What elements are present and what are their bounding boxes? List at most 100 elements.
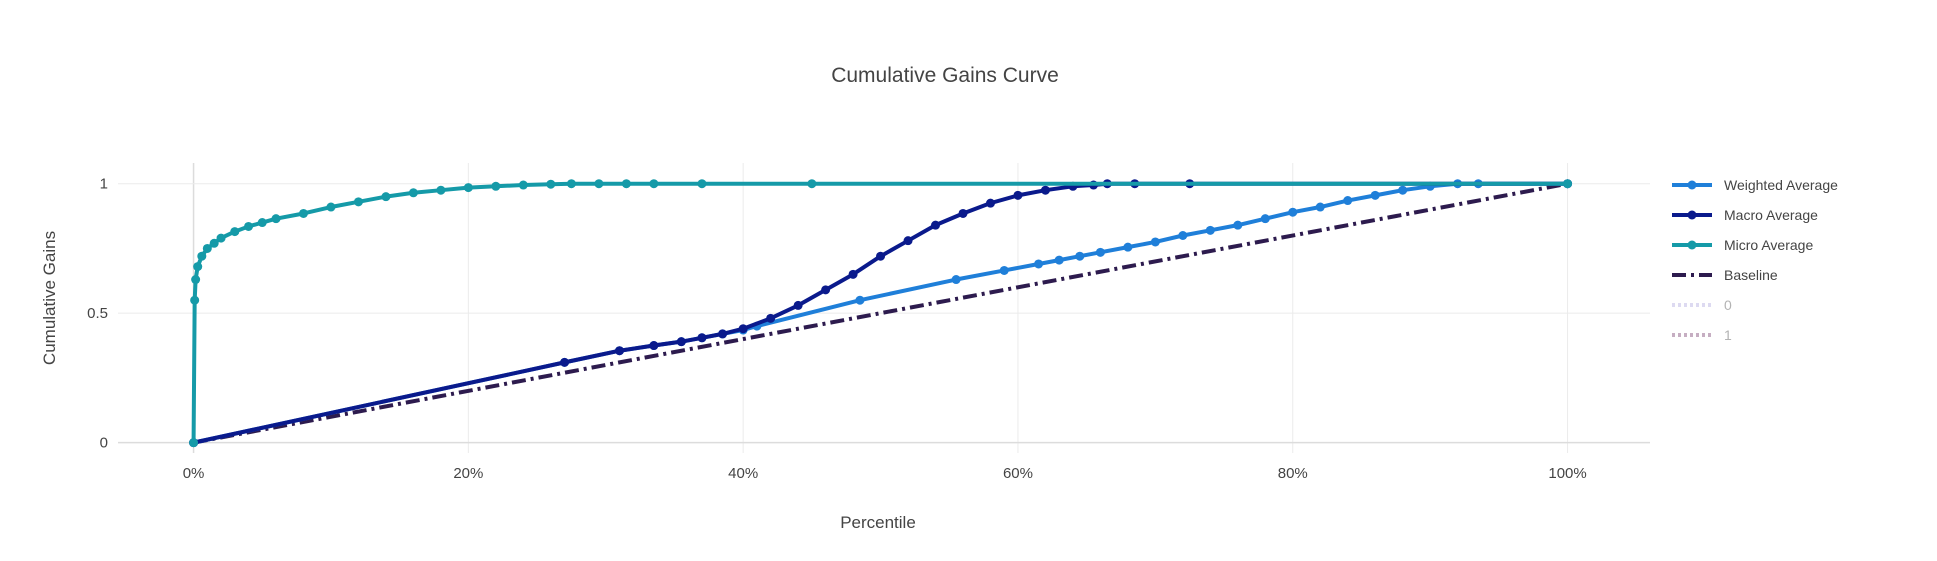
data-point-micro-average[interactable] bbox=[193, 262, 203, 272]
legend-item-1[interactable]: 1 bbox=[1672, 327, 1732, 343]
legend-label: Baseline bbox=[1724, 267, 1778, 283]
legend-marker bbox=[1687, 210, 1697, 220]
data-point-weighted-average[interactable] bbox=[1315, 202, 1325, 212]
plot-area bbox=[189, 179, 1573, 448]
legend: Weighted Average Macro Average Micro Avera… bbox=[1672, 177, 1838, 343]
data-point-micro-average[interactable] bbox=[197, 251, 207, 261]
data-point-weighted-average[interactable] bbox=[1095, 247, 1105, 257]
series-baseline bbox=[193, 181, 1568, 445]
data-point-micro-average[interactable] bbox=[271, 214, 281, 224]
data-point-macro-average[interactable] bbox=[766, 313, 776, 323]
legend-label: Weighted Average bbox=[1724, 177, 1838, 193]
legend-label: 1 bbox=[1724, 327, 1732, 343]
x-tick-label: 0% bbox=[183, 465, 205, 482]
y-tick-label: 0.5 bbox=[87, 305, 108, 322]
data-point-weighted-average[interactable] bbox=[1233, 220, 1243, 230]
data-point-micro-average[interactable] bbox=[566, 179, 576, 189]
data-point-macro-average[interactable] bbox=[793, 300, 803, 310]
data-point-micro-average[interactable] bbox=[518, 180, 528, 190]
legend-label: Macro Average bbox=[1724, 207, 1818, 223]
legend-item-0[interactable]: 0 bbox=[1672, 297, 1732, 313]
data-point-macro-average[interactable] bbox=[958, 208, 968, 218]
legend-label: 0 bbox=[1724, 297, 1732, 313]
data-point-micro-average[interactable] bbox=[244, 221, 254, 231]
data-point-micro-average[interactable] bbox=[257, 218, 267, 228]
y-tick-label: 1 bbox=[100, 176, 108, 193]
data-point-macro-average[interactable] bbox=[1013, 190, 1023, 200]
data-point-micro-average[interactable] bbox=[491, 181, 501, 191]
legend-label: Micro Average bbox=[1724, 237, 1813, 253]
data-point-micro-average[interactable] bbox=[298, 208, 308, 218]
data-point-macro-average[interactable] bbox=[649, 341, 659, 351]
legend-marker bbox=[1687, 180, 1697, 190]
legend-marker bbox=[1687, 240, 1697, 250]
data-point-micro-average[interactable] bbox=[408, 188, 418, 198]
data-point-micro-average[interactable] bbox=[189, 438, 199, 448]
x-tick-label: 20% bbox=[453, 465, 483, 482]
data-point-micro-average[interactable] bbox=[463, 183, 473, 193]
data-point-weighted-average[interactable] bbox=[1260, 214, 1270, 224]
data-point-micro-average[interactable] bbox=[353, 197, 363, 207]
chart-title: Cumulative Gains Curve bbox=[831, 64, 1059, 87]
data-point-micro-average[interactable] bbox=[594, 179, 604, 189]
data-point-micro-average[interactable] bbox=[436, 185, 446, 195]
data-point-macro-average[interactable] bbox=[697, 333, 707, 343]
data-point-micro-average[interactable] bbox=[202, 243, 212, 253]
series-line-baseline bbox=[193, 181, 1568, 445]
x-tick-label: 100% bbox=[1548, 465, 1586, 482]
data-point-weighted-average[interactable] bbox=[855, 295, 865, 305]
x-tick-label: 40% bbox=[728, 465, 758, 482]
legend-item-macro-average[interactable]: Macro Average bbox=[1672, 207, 1818, 223]
data-point-micro-average[interactable] bbox=[546, 179, 556, 189]
data-point-macro-average[interactable] bbox=[903, 236, 913, 246]
x-tick-label: 80% bbox=[1278, 465, 1308, 482]
data-point-weighted-average[interactable] bbox=[999, 265, 1009, 275]
data-point-weighted-average[interactable] bbox=[1150, 237, 1160, 247]
data-point-macro-average[interactable] bbox=[876, 251, 886, 261]
data-point-micro-average[interactable] bbox=[216, 233, 226, 243]
data-point-weighted-average[interactable] bbox=[1123, 242, 1133, 252]
data-point-weighted-average[interactable] bbox=[1075, 251, 1085, 261]
data-point-macro-average[interactable] bbox=[560, 357, 570, 367]
data-point-weighted-average[interactable] bbox=[1178, 231, 1188, 240]
data-point-macro-average[interactable] bbox=[821, 285, 831, 295]
legend-item-micro-average[interactable]: Micro Average bbox=[1672, 237, 1813, 253]
data-point-micro-average[interactable] bbox=[381, 192, 391, 202]
data-point-micro-average[interactable] bbox=[649, 179, 659, 189]
data-point-weighted-average[interactable] bbox=[1054, 255, 1064, 265]
data-point-macro-average[interactable] bbox=[615, 346, 625, 356]
data-point-weighted-average[interactable] bbox=[1034, 259, 1044, 269]
data-point-micro-average[interactable] bbox=[326, 202, 336, 212]
data-point-weighted-average[interactable] bbox=[951, 275, 961, 285]
data-point-weighted-average[interactable] bbox=[1370, 190, 1380, 200]
x-axis-title: Percentile bbox=[840, 513, 916, 532]
data-point-macro-average[interactable] bbox=[931, 220, 941, 230]
data-point-micro-average[interactable] bbox=[191, 275, 201, 285]
data-point-micro-average[interactable] bbox=[1563, 179, 1573, 189]
data-point-micro-average[interactable] bbox=[807, 179, 817, 189]
data-point-macro-average[interactable] bbox=[676, 337, 686, 347]
data-point-micro-average[interactable] bbox=[230, 227, 240, 237]
data-point-macro-average[interactable] bbox=[738, 324, 748, 334]
data-point-macro-average[interactable] bbox=[1040, 185, 1050, 195]
y-tick-label: 0 bbox=[100, 435, 108, 452]
data-point-weighted-average[interactable] bbox=[1205, 225, 1215, 235]
data-point-weighted-average[interactable] bbox=[1398, 185, 1408, 195]
axis-ticks: 0% 20% 40% 60% 80% 100% 0 0.5 1 bbox=[87, 176, 1587, 482]
data-point-macro-average[interactable] bbox=[985, 198, 995, 208]
data-point-macro-average[interactable] bbox=[848, 269, 858, 279]
data-point-micro-average[interactable] bbox=[697, 179, 707, 189]
series-micro-average bbox=[189, 179, 1573, 448]
data-point-macro-average[interactable] bbox=[718, 329, 728, 339]
legend-item-weighted-average[interactable]: Weighted Average bbox=[1672, 177, 1838, 193]
data-point-micro-average[interactable] bbox=[621, 179, 631, 189]
data-point-weighted-average[interactable] bbox=[1343, 196, 1353, 206]
data-point-weighted-average[interactable] bbox=[1288, 207, 1298, 217]
data-point-micro-average[interactable] bbox=[209, 238, 219, 248]
data-point-micro-average[interactable] bbox=[190, 295, 200, 305]
x-tick-label: 60% bbox=[1003, 465, 1033, 482]
y-axis-title: Cumulative Gains bbox=[40, 231, 59, 365]
legend-item-baseline[interactable]: Baseline bbox=[1672, 267, 1778, 283]
